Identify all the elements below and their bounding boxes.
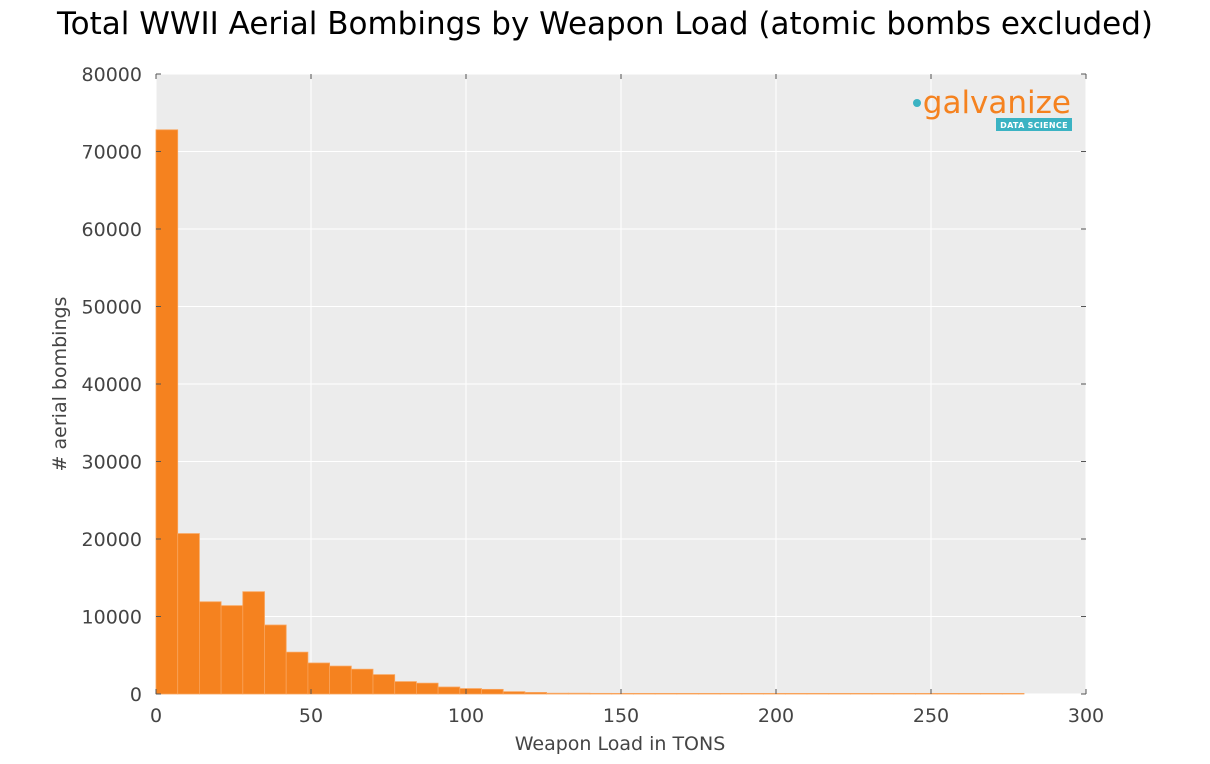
x-axis-label: Weapon Load in TONS (515, 733, 726, 755)
histogram-bar (459, 688, 482, 695)
logo-wordmark: galvanize (923, 85, 1071, 121)
histogram-bar (546, 692, 569, 695)
logo-flask-icon (913, 99, 921, 107)
y-tick-label: 30000 (82, 452, 142, 474)
tick-labels: 0 50 100 150 200 250 300 0 10000 20000 30000 40000 5… (82, 64, 1105, 727)
logo-badge (996, 118, 1072, 131)
histogram-bar (264, 624, 287, 695)
chart-title: Total WWII Aerial Bombings by Weapon Loa… (56, 6, 1154, 42)
histogram-bar (676, 693, 699, 695)
histogram-bar (567, 692, 591, 695)
histogram-bar (828, 693, 851, 695)
x-tick-label: 100 (448, 705, 484, 727)
histogram-bar (784, 693, 808, 695)
histogram-bar (242, 591, 265, 695)
x-tick-label: 50 (299, 705, 323, 727)
logo-subtitle: DATA SCIENCE (1000, 121, 1068, 130)
histogram-bar (958, 693, 982, 695)
histogram-bar (437, 686, 461, 695)
histogram-bar (372, 674, 396, 695)
histogram-bar (198, 601, 222, 695)
histogram-bar (763, 693, 786, 695)
histogram-bar (611, 693, 634, 695)
histogram-bar (850, 693, 873, 695)
histogram-bar (980, 693, 1003, 695)
histogram-bar (350, 668, 374, 695)
histogram-bar (415, 682, 439, 695)
histogram-bar (915, 693, 938, 695)
y-axis-label: # aerial bombings (49, 297, 71, 472)
x-tick-label: 0 (150, 705, 162, 727)
x-tick-label: 300 (1068, 705, 1104, 727)
y-tick-label: 40000 (82, 374, 142, 396)
histogram-bar (524, 692, 548, 695)
y-tick-label: 70000 (82, 142, 142, 164)
histogram-bar (654, 693, 678, 695)
histogram-bar (806, 693, 830, 695)
histogram-bar (741, 693, 765, 695)
y-tick-label: 10000 (82, 607, 142, 629)
tick-marks (155, 73, 1087, 695)
histogram-bars (155, 129, 1025, 695)
y-tick-label: 50000 (82, 297, 142, 319)
x-tick-label: 250 (913, 705, 949, 727)
histogram-bar (1001, 693, 1025, 695)
histogram-bar (893, 693, 916, 695)
histogram-bar (871, 693, 895, 695)
histogram-bar (633, 693, 656, 695)
y-tick-label: 20000 (82, 529, 142, 551)
histogram-bar (155, 129, 179, 695)
x-tick-label: 200 (758, 705, 794, 727)
histogram-bar (719, 693, 743, 695)
x-tick-label: 150 (603, 705, 639, 727)
y-tick-label: 60000 (82, 219, 142, 241)
histogram-bar (936, 693, 960, 695)
histogram-bar (285, 651, 309, 695)
histogram-bar (481, 688, 504, 695)
histogram-bar (698, 693, 721, 695)
y-tick-label: 0 (130, 684, 142, 706)
histogram-bar (394, 681, 417, 695)
histogram-bar (589, 692, 613, 695)
galvanize-logo: galvanize DATA SCIENCE (913, 85, 1072, 131)
histogram-bar (177, 533, 200, 695)
histogram-bar (329, 665, 352, 695)
y-tick-label: 80000 (82, 64, 142, 86)
histogram-bar (220, 605, 244, 695)
histogram-bar (502, 691, 526, 695)
